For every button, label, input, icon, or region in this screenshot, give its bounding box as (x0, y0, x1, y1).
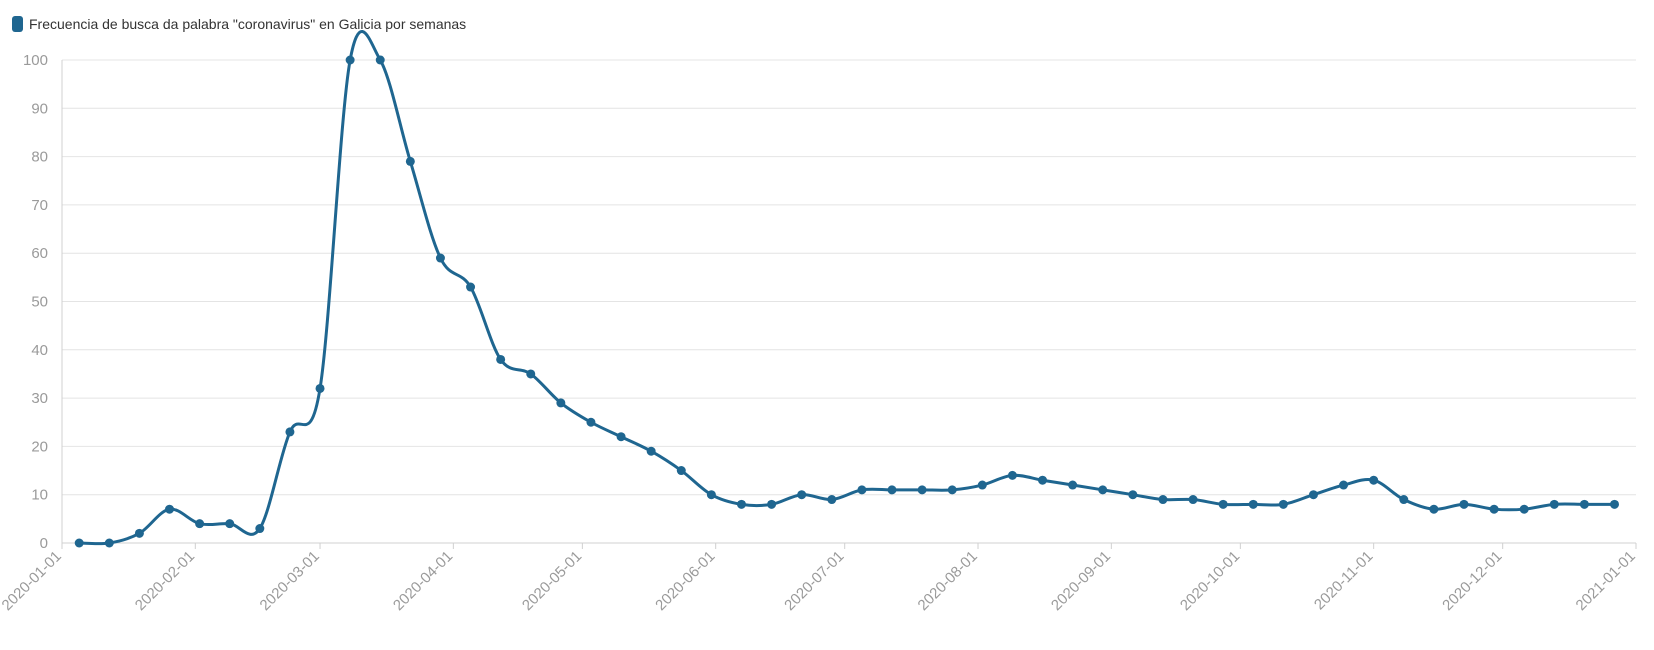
data-point (1579, 499, 1589, 509)
data-point (1218, 499, 1228, 509)
data-point (887, 485, 897, 495)
x-tick-label: 2020-02-01 (132, 548, 198, 614)
y-tick-label: 100 (23, 52, 48, 69)
data-point (767, 499, 777, 509)
data-point (1007, 470, 1017, 480)
x-tick-label: 2021-01-01 (1573, 548, 1639, 614)
y-tick-label: 70 (31, 197, 48, 214)
data-point (466, 282, 476, 292)
data-point (285, 427, 295, 437)
data-point (345, 55, 355, 65)
data-point (1609, 499, 1619, 509)
x-tick-label: 2020-09-01 (1048, 548, 1114, 614)
data-point (1549, 499, 1559, 509)
data-point (1519, 504, 1529, 514)
data-point (315, 383, 325, 393)
data-point (917, 485, 927, 495)
data-point (405, 156, 415, 166)
y-tick-label: 0 (40, 535, 48, 552)
x-tick-label: 2020-11-01 (1311, 548, 1376, 613)
data-point (947, 485, 957, 495)
legend-swatch (12, 16, 23, 32)
x-tick-label: 2020-04-01 (390, 548, 456, 614)
data-point (616, 432, 626, 442)
data-point (375, 55, 385, 65)
data-point (1278, 499, 1288, 509)
data-point (797, 490, 807, 500)
data-point (1098, 485, 1108, 495)
data-point (586, 417, 596, 427)
data-point (646, 446, 656, 456)
x-tick-label: 2020-07-01 (781, 548, 847, 614)
data-point (165, 504, 175, 514)
chart-legend[interactable]: Frecuencia de busca da palabra "coronavi… (12, 16, 466, 32)
data-point (1248, 499, 1258, 509)
data-point (255, 524, 265, 534)
y-tick-label: 60 (31, 245, 48, 262)
x-tick-label: 2020-08-01 (915, 548, 981, 614)
y-tick-label: 80 (31, 149, 48, 166)
data-point (526, 369, 536, 379)
data-point (1188, 495, 1198, 505)
data-point (1489, 504, 1499, 514)
y-tick-label: 10 (31, 487, 48, 504)
data-point (195, 519, 205, 529)
data-point (1369, 475, 1379, 485)
data-point (1399, 495, 1409, 505)
data-point (134, 528, 144, 538)
data-point (1459, 499, 1469, 509)
y-tick-label: 50 (31, 294, 48, 311)
x-tick-label: 2020-05-01 (519, 548, 585, 614)
data-point (977, 480, 987, 490)
y-tick-label: 90 (31, 100, 48, 117)
data-point (496, 354, 506, 364)
x-tick-label: 2020-12-01 (1439, 548, 1505, 614)
data-point (827, 495, 837, 505)
data-point (857, 485, 867, 495)
y-tick-label: 40 (31, 342, 48, 359)
data-point (1128, 490, 1138, 500)
x-tick-label: 2020-01-01 (0, 548, 65, 614)
legend-label: Frecuencia de busca da palabra "coronavi… (29, 16, 467, 32)
data-point (1068, 480, 1078, 490)
x-tick-label: 2020-10-01 (1177, 548, 1243, 614)
x-tick-label: 2020-06-01 (652, 548, 718, 614)
data-point (1038, 475, 1048, 485)
data-point (1339, 480, 1349, 490)
data-point (1429, 504, 1439, 514)
data-point (706, 490, 716, 500)
y-tick-label: 30 (31, 390, 48, 407)
data-point (225, 519, 235, 529)
x-tick-label: 2020-03-01 (257, 548, 323, 614)
data-point (736, 499, 746, 509)
data-point (435, 253, 445, 263)
data-point (104, 538, 114, 548)
y-tick-label: 20 (31, 438, 48, 455)
data-point (556, 398, 566, 408)
data-point (676, 466, 686, 476)
data-point (1308, 490, 1318, 500)
data-point (74, 538, 84, 548)
data-point (1158, 495, 1168, 505)
